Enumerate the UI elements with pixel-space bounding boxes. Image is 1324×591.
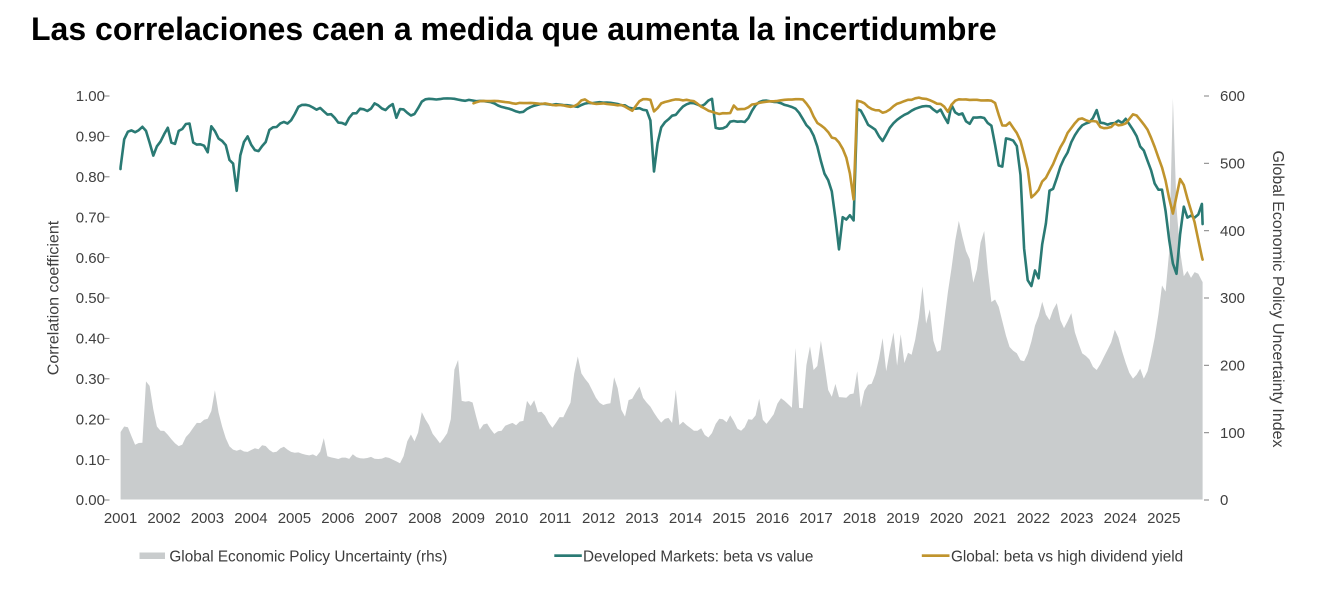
svg-text:2023: 2023: [1060, 510, 1093, 527]
svg-text:0: 0: [1220, 492, 1228, 509]
svg-text:0.90: 0.90: [76, 129, 105, 146]
svg-text:2008: 2008: [408, 510, 441, 527]
svg-text:2005: 2005: [278, 510, 311, 527]
svg-text:0.00: 0.00: [76, 492, 105, 509]
svg-text:2014: 2014: [669, 510, 702, 527]
svg-text:1.00: 1.00: [76, 88, 105, 105]
svg-text:Las correlaciones caen a medid: Las correlaciones caen a medida que aume…: [31, 11, 997, 47]
svg-text:2004: 2004: [234, 510, 267, 527]
svg-text:2006: 2006: [321, 510, 354, 527]
svg-text:2017: 2017: [799, 510, 832, 527]
svg-text:2012: 2012: [582, 510, 615, 527]
svg-text:0.70: 0.70: [76, 209, 105, 226]
svg-text:2009: 2009: [452, 510, 485, 527]
svg-text:0.40: 0.40: [76, 331, 105, 348]
svg-text:400: 400: [1220, 223, 1245, 240]
svg-text:2021: 2021: [973, 510, 1006, 527]
svg-text:0.60: 0.60: [76, 250, 105, 267]
svg-text:300: 300: [1220, 290, 1245, 307]
svg-text:Developed Markets: beta vs val: Developed Markets: beta vs value: [583, 549, 813, 566]
svg-text:200: 200: [1220, 358, 1245, 375]
svg-text:Global Economic Policy Uncerta: Global Economic Policy Uncertainty (rhs): [169, 549, 447, 566]
svg-text:2015: 2015: [712, 510, 745, 527]
svg-text:2013: 2013: [625, 510, 658, 527]
svg-text:2019: 2019: [886, 510, 919, 527]
svg-text:0.80: 0.80: [76, 169, 105, 186]
svg-text:Correlation coefficient: Correlation coefficient: [46, 220, 63, 375]
svg-text:0.50: 0.50: [76, 290, 105, 307]
svg-text:500: 500: [1220, 156, 1245, 173]
svg-text:2003: 2003: [191, 510, 224, 527]
svg-text:2016: 2016: [756, 510, 789, 527]
svg-text:2011: 2011: [539, 510, 571, 527]
svg-text:2001: 2001: [104, 510, 137, 527]
svg-text:2024: 2024: [1104, 510, 1137, 527]
svg-text:100: 100: [1220, 425, 1245, 442]
svg-text:2018: 2018: [843, 510, 876, 527]
svg-text:600: 600: [1220, 88, 1245, 105]
svg-text:0.10: 0.10: [76, 452, 105, 469]
svg-text:2022: 2022: [1017, 510, 1050, 527]
svg-text:2002: 2002: [147, 510, 180, 527]
svg-text:2007: 2007: [365, 510, 398, 527]
svg-text:2010: 2010: [495, 510, 528, 527]
svg-text:Global: beta vs high dividend: Global: beta vs high dividend yield: [951, 549, 1183, 566]
svg-text:0.30: 0.30: [76, 371, 105, 388]
svg-text:2025: 2025: [1147, 510, 1180, 527]
svg-text:Global Economic Policy Uncerta: Global Economic Policy Uncertainty Index: [1269, 150, 1286, 447]
svg-text:2020: 2020: [930, 510, 963, 527]
svg-text:0.20: 0.20: [76, 411, 105, 428]
